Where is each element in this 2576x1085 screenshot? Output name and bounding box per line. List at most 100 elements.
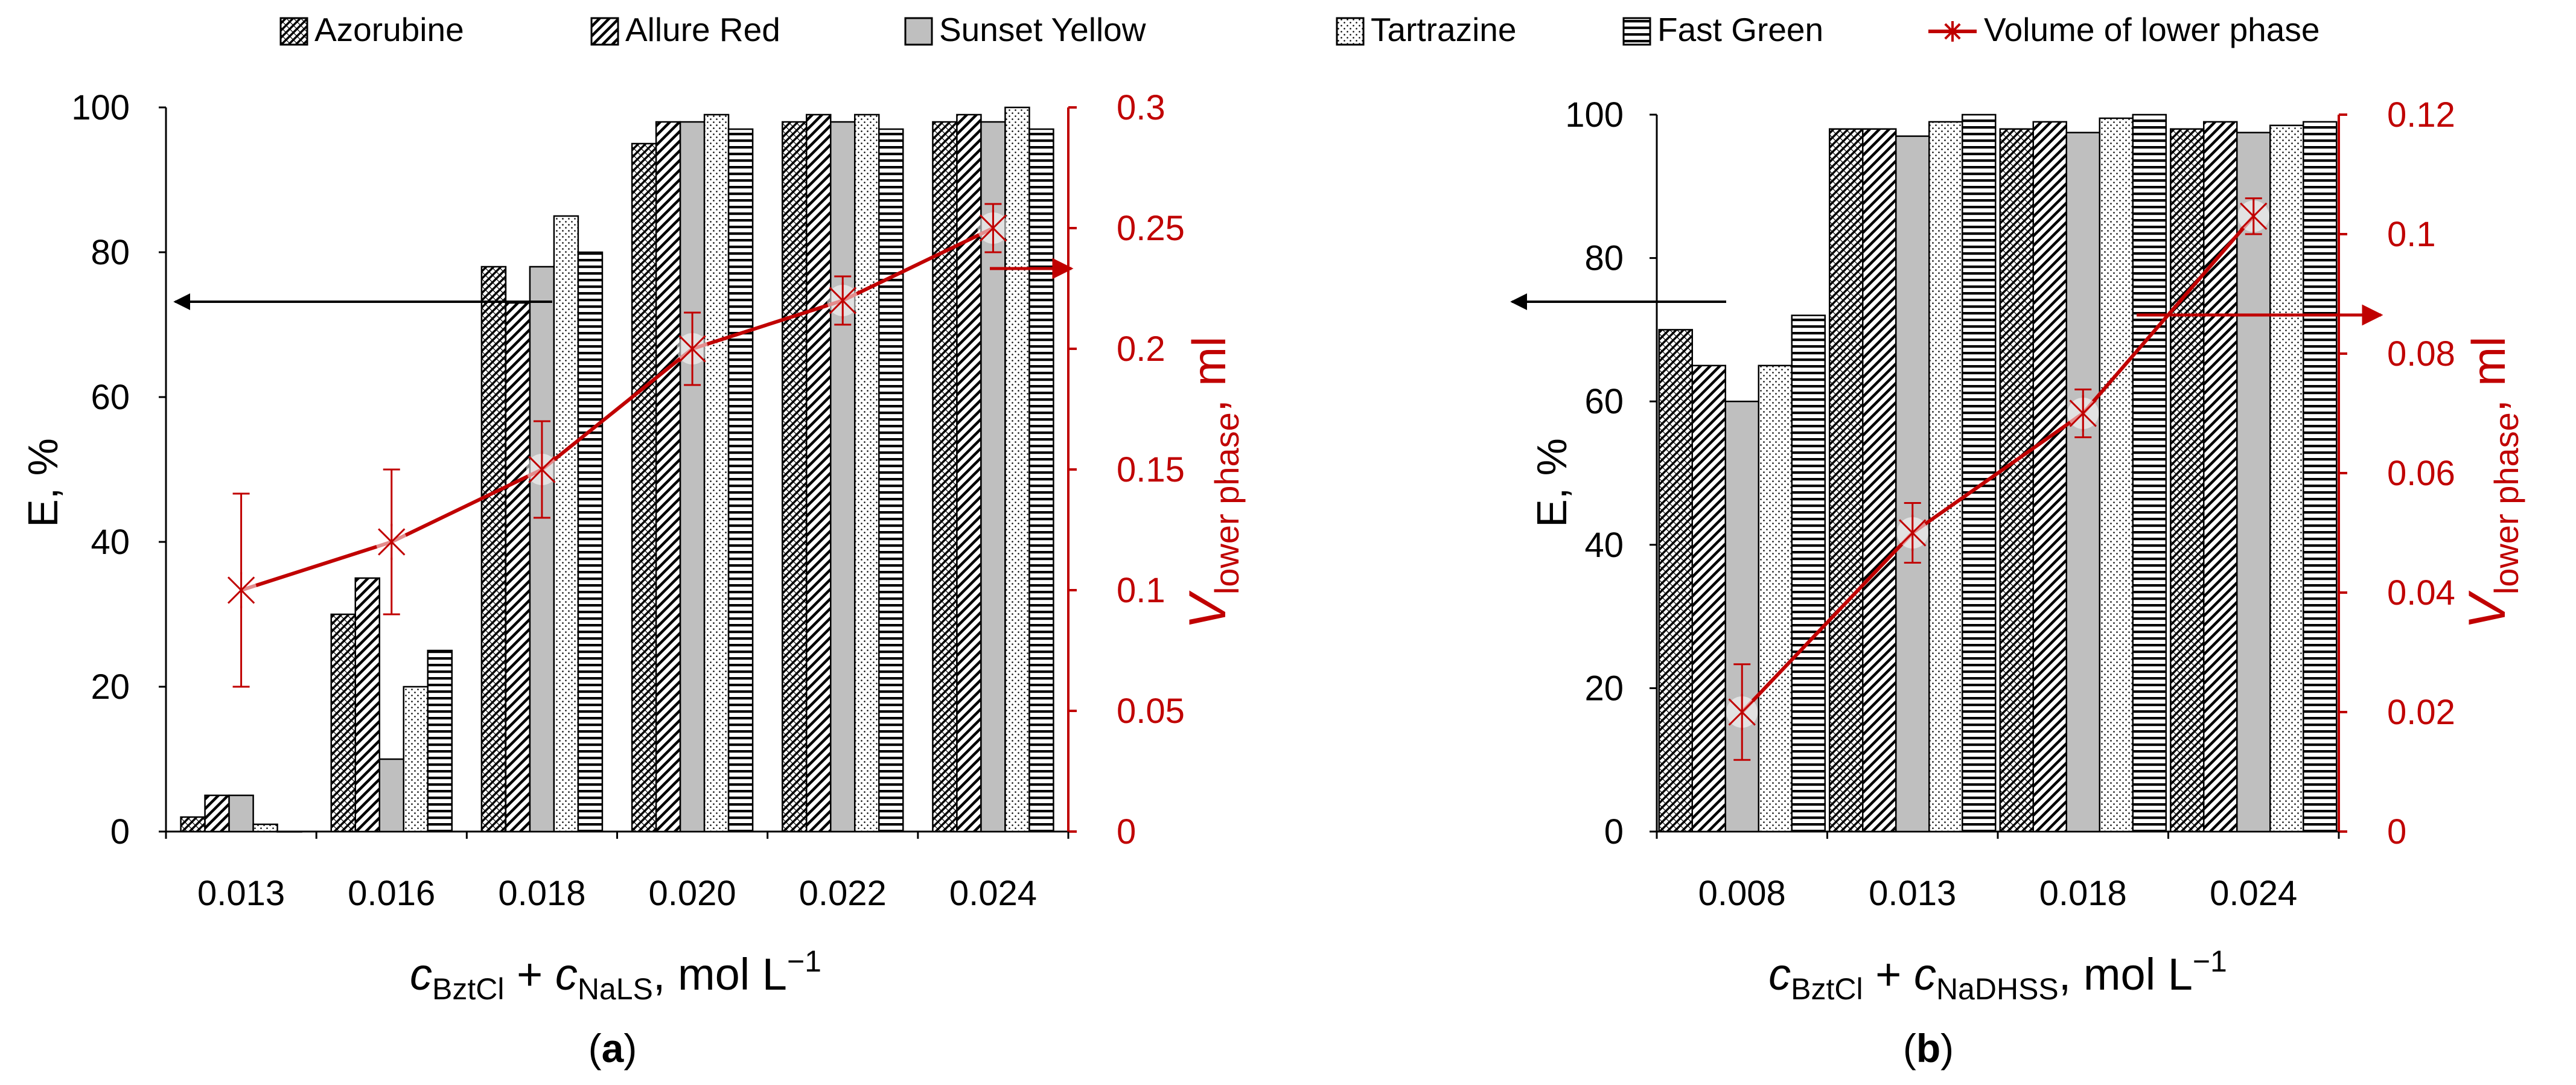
y-tick-label: 0: [110, 812, 130, 851]
x-axis-title: cBztCl + cNaDHSS, mol L−1: [1768, 944, 2227, 1006]
y2-tick-label: 0.02: [2387, 693, 2455, 732]
bar-azorubine: [180, 816, 206, 833]
bar-azorubine: [631, 142, 657, 833]
y2-tick-label: 0: [1117, 812, 1136, 851]
bar-azorubine: [932, 121, 958, 833]
x-tick-label: 0.022: [799, 874, 887, 913]
bar-sunset-yellow: [378, 758, 404, 833]
volume-line: [240, 226, 994, 592]
y2-tick-label: 0.05: [1117, 692, 1185, 731]
bar-tartrazine: [1758, 364, 1793, 833]
bar-azorubine: [480, 266, 507, 833]
bar-azorubine: [1829, 128, 1864, 833]
legend-label: Allure Red: [625, 11, 780, 48]
bar-fast-green: [427, 649, 453, 833]
y-tick-label: 20: [1584, 669, 1624, 708]
legend-label: Tartrazine: [1371, 11, 1516, 48]
volume-point: [378, 524, 406, 560]
y-tick-label: 0: [1604, 812, 1624, 851]
legend-swatch: [279, 17, 308, 46]
bar-tartrazine: [2099, 117, 2134, 833]
bar-allure-red: [204, 794, 230, 833]
volume-point: [528, 451, 556, 488]
volume-point: [979, 210, 1007, 246]
y-axis-title: E, %: [1528, 438, 1575, 527]
legend-label: Fast Green: [1657, 11, 1823, 48]
legend-label: Azorubine: [314, 11, 464, 48]
bar-sunset-yellow: [228, 794, 254, 833]
y-tick-label: 60: [91, 378, 130, 417]
y2-tick-label: 0.1: [1117, 571, 1165, 610]
y-tick-label: 100: [1565, 95, 1624, 135]
y2-tick-label: 0.15: [1117, 450, 1185, 489]
bar-tartrazine: [403, 686, 429, 833]
y2-axis-title: Vlower phase, ml: [2458, 337, 2525, 629]
x-axis-title: cBztCl + cNaLS, mol L−1: [410, 944, 821, 1006]
bar-tartrazine: [854, 113, 880, 833]
bar-tartrazine: [1004, 106, 1030, 833]
y2-tick-label: 0.06: [2387, 454, 2455, 493]
volume-point: [2069, 395, 2097, 431]
panel-label: (b): [1903, 1026, 1954, 1071]
legend-item-tartrazine: Tartrazine: [1336, 11, 1516, 48]
bar-tartrazine: [1928, 121, 1963, 833]
bar-azorubine: [1658, 329, 1693, 833]
x-tick-label: 0.013: [1869, 874, 1956, 913]
y2-tick-label: 0.3: [1117, 88, 1165, 127]
bar-sunset-yellow: [2236, 132, 2271, 833]
bar-allure-red: [1691, 364, 1726, 833]
x-tick-label: 0.018: [2039, 874, 2127, 913]
bar-azorubine: [330, 613, 356, 833]
bar-sunset-yellow: [2065, 132, 2100, 833]
bar-azorubine: [2170, 128, 2205, 833]
legend-swatch: [904, 17, 933, 46]
panel-b: 0 20 40 60 80 100 0 0.02 0.04 0.06 0.08 0.1 0.12 0.00…: [1528, 95, 2525, 1071]
volume-point: [2240, 198, 2268, 235]
bar-allure-red: [2203, 121, 2238, 833]
legend-swatch: [1622, 17, 1651, 46]
x-tick-label: 0.016: [348, 874, 435, 913]
bar-sunset-yellow: [1895, 135, 1930, 833]
y2-tick-label: 0.08: [2387, 334, 2455, 374]
legend-item-allure-red: Allure Red: [590, 11, 780, 48]
bar-sunset-yellow: [679, 121, 706, 833]
bar-fast-green: [1028, 128, 1054, 833]
y2-tick-label: 0.1: [2387, 215, 2436, 254]
y-tick-label: 100: [71, 88, 130, 127]
volume-point: [1728, 694, 1756, 730]
bar-azorubine: [782, 121, 808, 833]
bar-tartrazine: [553, 215, 579, 833]
volume-point: [1899, 515, 1927, 551]
bar-allure-red: [1862, 128, 1897, 833]
x-tick-label: 0.018: [498, 874, 585, 913]
x-tick-label: 0.013: [197, 874, 285, 913]
legend-label: Sunset Yellow: [939, 11, 1146, 48]
volume-point: [829, 282, 856, 319]
bar-allure-red: [806, 113, 832, 833]
legend-item-fast-green: Fast Green: [1622, 11, 1823, 48]
y2-tick-label: 0.04: [2387, 573, 2455, 612]
panel-label: (a): [588, 1026, 637, 1071]
y2-tick-label: 0: [2387, 812, 2406, 851]
bar-azorubine: [1999, 128, 2034, 833]
bar-allure-red: [655, 121, 681, 833]
x-tick-label: 0.024: [2210, 874, 2297, 913]
bar-fast-green: [577, 251, 604, 833]
volume-point: [227, 572, 255, 608]
bar-allure-red: [956, 113, 982, 833]
y-tick-label: 20: [91, 667, 130, 707]
x-tick-label: 0.020: [649, 874, 736, 913]
x-tick-label: 0.008: [1698, 874, 1786, 913]
legend-swatch: [590, 17, 619, 46]
y-tick-label: 80: [1584, 239, 1624, 278]
y-axis-title: E, %: [19, 438, 66, 527]
bar-allure-red: [2032, 121, 2067, 833]
panel-a: 0 20 40 60 80 100 0 0.05 0.1 0.15 0.2 0.25 0.3 0.013 0…: [19, 88, 1246, 1071]
y-tick-label: 80: [91, 233, 130, 272]
legend-item-azorubine: Azorubine: [279, 11, 464, 48]
y-tick-label: 40: [91, 523, 130, 562]
bar-fast-green: [1791, 314, 1826, 833]
legend-item-sunset-yellow: Sunset Yellow: [904, 11, 1146, 48]
y-tick-label: 60: [1584, 382, 1624, 421]
bar-fast-green: [878, 128, 904, 833]
